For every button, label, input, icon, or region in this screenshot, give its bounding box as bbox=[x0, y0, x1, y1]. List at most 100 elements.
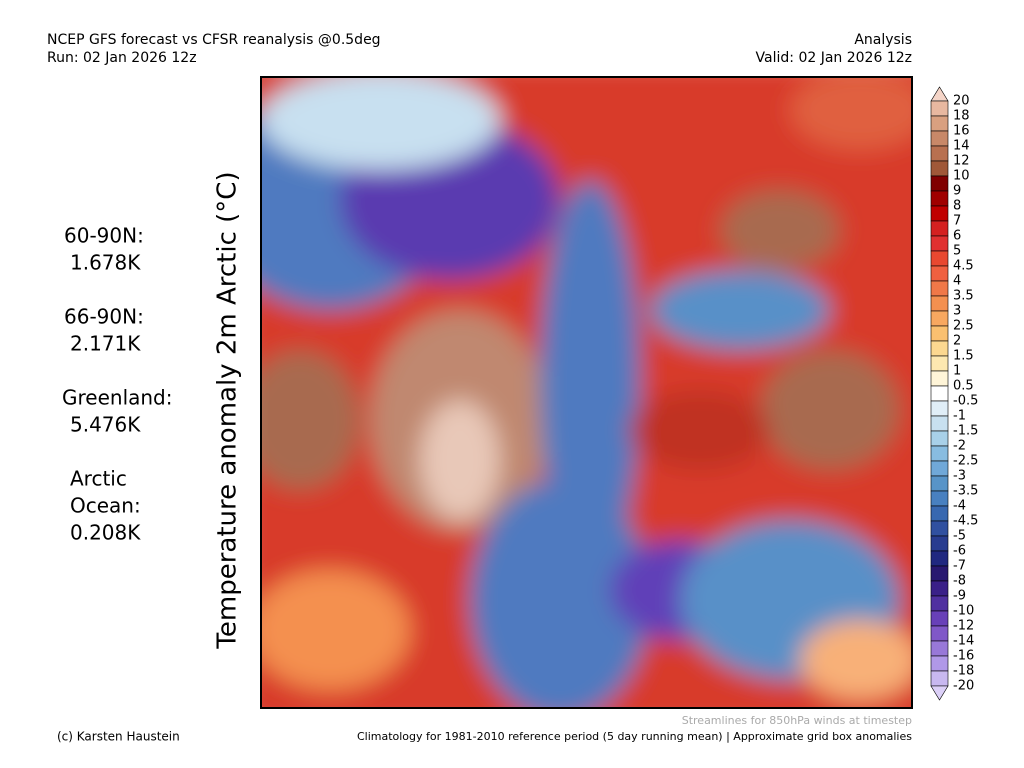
colorbar-segment bbox=[930, 595, 949, 612]
colorbar-segment bbox=[930, 430, 949, 447]
colorbar-label: 9 bbox=[953, 184, 961, 199]
colorbar-label: 10 bbox=[953, 169, 970, 184]
stat-label: 60-90N: bbox=[64, 224, 144, 248]
valid: Valid: 02 Jan 2026 12z bbox=[756, 50, 912, 66]
colorbar-segment bbox=[930, 505, 949, 522]
stat-label: Ocean: bbox=[70, 494, 141, 518]
colorbar-label: -2 bbox=[953, 439, 966, 454]
colorbar-segment bbox=[930, 490, 949, 507]
colorbar-cap bbox=[930, 685, 949, 701]
colorbar-label: -6 bbox=[953, 544, 966, 559]
colorbar-segment bbox=[930, 115, 949, 132]
colorbar-label: 8 bbox=[953, 199, 961, 214]
stat-value: 5.476K bbox=[70, 413, 141, 437]
colorbar-segment bbox=[930, 415, 949, 432]
stats: 60-90N: 1.678K 66-90N: 2.171K Greenland: 5.47… bbox=[62, 224, 173, 545]
colorbar-segment bbox=[930, 460, 949, 477]
colorbar-label: -4 bbox=[953, 499, 966, 514]
title: NCEP GFS forecast vs CFSR reanalysis @0.… bbox=[47, 32, 381, 48]
streamlines-note: Streamlines for 850hPa winds at timestep bbox=[682, 714, 912, 727]
colorbar-label: 6 bbox=[953, 229, 961, 244]
colorbar-label: 1.5 bbox=[953, 349, 974, 364]
colorbar-label: -3.5 bbox=[953, 484, 978, 499]
colorbar-segment bbox=[930, 280, 949, 297]
colorbar-segment bbox=[930, 145, 949, 162]
colorbar-label: -10 bbox=[953, 604, 974, 619]
map bbox=[260, 76, 913, 709]
colorbar-label: 5 bbox=[953, 244, 961, 259]
colorbar-segment bbox=[930, 160, 949, 177]
colorbar-segment bbox=[930, 130, 949, 147]
colorbar-label: -5 bbox=[953, 529, 966, 544]
colorbar-label: 0.5 bbox=[953, 379, 974, 394]
climatology-note: Climatology for 1981-2010 reference peri… bbox=[357, 730, 912, 743]
colorbar-label: -7 bbox=[953, 559, 966, 574]
stat-value: 0.208K bbox=[70, 521, 141, 545]
colorbar-segment bbox=[930, 580, 949, 597]
colorbar-label: 14 bbox=[953, 139, 970, 154]
colorbar: 201816141210987654.543.532.521.510.5-0.5… bbox=[930, 86, 978, 701]
colorbar-segment bbox=[930, 535, 949, 552]
colorbar-label: -16 bbox=[953, 649, 974, 664]
colorbar-label: -4.5 bbox=[953, 514, 978, 529]
stat-value: 2.171K bbox=[70, 332, 141, 356]
colorbar-segment bbox=[930, 475, 949, 492]
colorbar-segment bbox=[930, 370, 949, 387]
colorbar-segment bbox=[930, 175, 949, 192]
colorbar-label: -20 bbox=[953, 679, 974, 694]
colorbar-segment bbox=[930, 565, 949, 582]
colorbar-segment bbox=[930, 550, 949, 567]
colorbar-segment bbox=[930, 640, 949, 657]
colorbar-cap bbox=[930, 86, 949, 102]
colorbar-segment bbox=[930, 100, 949, 117]
colorbar-segment bbox=[930, 295, 949, 312]
stat-label: Arctic bbox=[70, 467, 127, 491]
run: Run: 02 Jan 2026 12z bbox=[47, 50, 197, 66]
colorbar-segment bbox=[930, 205, 949, 222]
colorbar-label: 3 bbox=[953, 304, 961, 319]
colorbar-segment bbox=[930, 355, 949, 372]
colorbar-label: 3.5 bbox=[953, 289, 974, 304]
colorbar-segment bbox=[930, 670, 949, 687]
colorbar-label: 2.5 bbox=[953, 319, 974, 334]
colorbar-label: 1 bbox=[953, 364, 961, 379]
stat-label: Greenland: bbox=[62, 386, 173, 410]
colorbar-label: -9 bbox=[953, 589, 966, 604]
colorbar-segment bbox=[930, 340, 949, 357]
colorbar-label: -1 bbox=[953, 409, 966, 424]
colorbar-label: 12 bbox=[953, 154, 970, 169]
colorbar-segment bbox=[930, 520, 949, 537]
colorbar-label: 20 bbox=[953, 94, 970, 109]
colorbar-segment bbox=[930, 325, 949, 342]
colorbar-segment bbox=[930, 235, 949, 252]
colorbar-label: -2.5 bbox=[953, 454, 978, 469]
credit: (c) Karsten Haustein bbox=[57, 730, 180, 744]
colorbar-label: -8 bbox=[953, 574, 966, 589]
colorbar-segment bbox=[930, 445, 949, 462]
colorbar-label: -0.5 bbox=[953, 394, 978, 409]
colorbar-label: -14 bbox=[953, 634, 974, 649]
colorbar-label: -1.5 bbox=[953, 424, 978, 439]
colorbar-label: 2 bbox=[953, 334, 961, 349]
colorbar-label: -3 bbox=[953, 469, 966, 484]
colorbar-label: 7 bbox=[953, 214, 961, 229]
colorbar-segment bbox=[930, 220, 949, 237]
colorbar-segment bbox=[930, 385, 949, 402]
colorbar-label: 16 bbox=[953, 124, 970, 139]
colorbar-label: -12 bbox=[953, 619, 974, 634]
colorbar-segment bbox=[930, 190, 949, 207]
stat-value: 1.678K bbox=[70, 251, 141, 275]
colorbar-label: -18 bbox=[953, 664, 974, 679]
colorbar-label: 4 bbox=[953, 274, 961, 289]
colorbar-segment bbox=[930, 250, 949, 267]
colorbar-segment bbox=[930, 310, 949, 327]
colorbar-label: 18 bbox=[953, 109, 970, 124]
colorbar-label: 4.5 bbox=[953, 259, 974, 274]
mode: Analysis bbox=[854, 32, 912, 48]
colorbar-segment bbox=[930, 625, 949, 642]
stat-label: 66-90N: bbox=[64, 305, 144, 329]
colorbar-segment bbox=[930, 655, 949, 672]
colorbar-segment bbox=[930, 265, 949, 282]
colorbar-segment bbox=[930, 400, 949, 417]
